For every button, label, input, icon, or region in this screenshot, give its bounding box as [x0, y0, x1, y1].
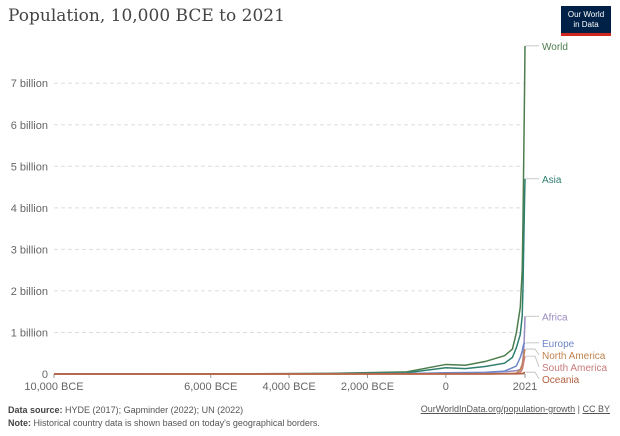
chart-title: Population, 10,000 BCE to 2021: [8, 6, 285, 26]
y-gridlines: [54, 82, 525, 375]
x-tick-label: 2021: [513, 381, 537, 393]
note-text: Historical country data is shown based o…: [33, 418, 320, 428]
x-tick-label: 10,000 BCE: [24, 381, 83, 393]
note-label: Note:: [8, 418, 31, 428]
series-label: World: [542, 42, 568, 53]
y-tick-label: 4 billion: [11, 203, 48, 215]
series-label: North America: [542, 351, 606, 362]
x-tick-label: 6,000 BCE: [184, 381, 237, 393]
y-tick-labels: 0 1 billion 2 billion 3 billion 4 billion 5 b…: [11, 78, 48, 381]
y-tick-label: 7 billion: [11, 78, 48, 90]
series-label: Asia: [542, 175, 562, 186]
label-leader: [526, 348, 540, 356]
y-tick-label: 1 billion: [11, 327, 48, 339]
y-tick-label: 3 billion: [11, 244, 48, 256]
link-separator: |: [577, 404, 580, 414]
series-line: [53, 342, 526, 375]
x-tick-labels: 10,000 BCE 6,000 BCE 4,000 BCE 2,000 BCE 0 20…: [24, 374, 537, 393]
series-label: Europe: [542, 339, 575, 350]
note-line: Note: Historical country data is shown b…: [8, 417, 320, 430]
license-link[interactable]: CC BY: [582, 404, 610, 414]
label-leader: [526, 355, 540, 367]
series-line: [53, 348, 526, 375]
chart-footer: Data source: HYDE (2017); Gapminder (202…: [8, 404, 320, 430]
y-tick-label: 6 billion: [11, 120, 48, 132]
source-link[interactable]: OurWorldInData.org/population-growth: [420, 404, 576, 414]
series-label: South America: [542, 363, 607, 374]
label-leader: [526, 371, 540, 380]
owid-logo[interactable]: Our World in Data: [561, 6, 611, 36]
x-tick-label: 4,000 BCE: [262, 381, 315, 393]
source-text: HYDE (2017); Gapminder (2022); UN (2022): [65, 405, 244, 415]
series-label: Africa: [542, 312, 568, 323]
source-line: Data source: HYDE (2017); Gapminder (202…: [8, 404, 320, 417]
population-line-chart: 0 1 billion 2 billion 3 billion 4 billion 5 b…: [11, 42, 608, 393]
series-line: [53, 371, 526, 375]
y-tick-label: 0: [42, 369, 48, 381]
footer-links: OurWorldInData.org/population-growth | C…: [421, 404, 610, 414]
logo-line-1: Our World: [567, 10, 605, 19]
series-line: [53, 45, 526, 375]
y-tick-label: 2 billion: [11, 286, 48, 298]
source-label: Data source:: [8, 405, 63, 415]
x-tick-label: 2,000 BCE: [341, 381, 394, 393]
logo-line-2: in Data: [573, 20, 599, 29]
y-tick-label: 5 billion: [11, 161, 48, 173]
series-label: Oceania: [542, 375, 580, 386]
series-lines: [53, 45, 526, 375]
x-tick-label: 0: [443, 381, 449, 393]
